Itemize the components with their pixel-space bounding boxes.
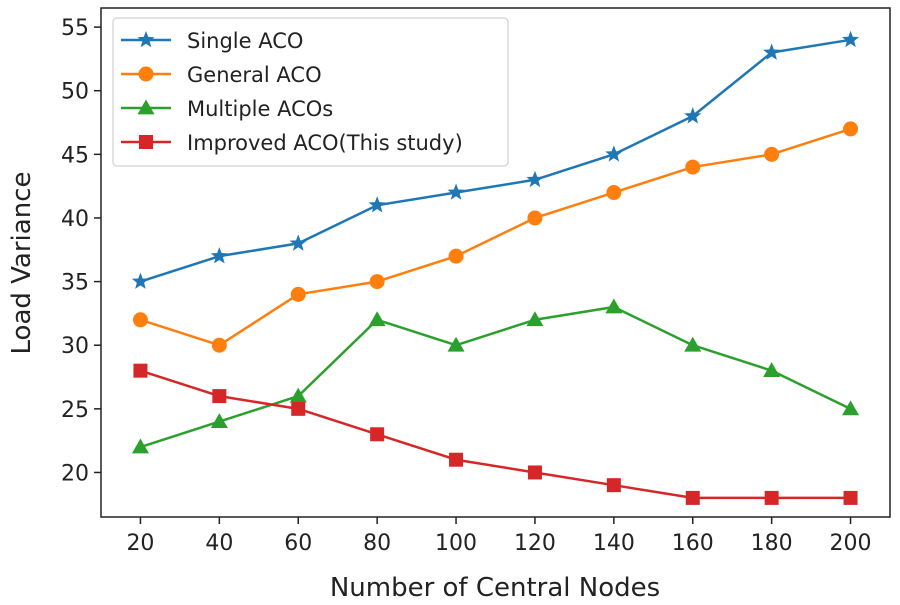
legend: Single ACO General ACO Multiple ACOs Improv… <box>112 17 509 167</box>
x-tick-label: 100 <box>435 531 477 556</box>
data-point <box>527 210 543 226</box>
legend-item: Improved ACO(This study) <box>121 131 463 155</box>
y-tick-label: 50 <box>61 80 89 105</box>
y-tick-label: 35 <box>61 271 89 296</box>
data-point <box>210 413 228 428</box>
series-line <box>140 127 851 347</box>
y-tick-label: 30 <box>61 334 89 359</box>
data-point <box>131 272 150 289</box>
x-axis-title: Number of Central Nodes <box>330 573 660 603</box>
y-tick-label: 20 <box>61 461 89 486</box>
data-point <box>842 400 860 416</box>
y-axis: 20 25 30 35 40 45 50 55 <box>61 16 101 486</box>
legend-item: Multiple ACOs <box>121 97 333 121</box>
legend-marker <box>138 66 154 82</box>
data-point <box>685 159 701 175</box>
data-point <box>526 170 544 188</box>
data-point <box>606 478 621 493</box>
data-point <box>763 362 781 378</box>
data-point <box>211 337 227 353</box>
legend-label: Multiple ACOs <box>187 97 333 121</box>
x-tick-label: 200 <box>830 531 872 556</box>
data-point <box>370 427 385 442</box>
data-point <box>447 183 465 200</box>
data-point <box>290 286 306 302</box>
data-point <box>289 387 307 403</box>
data-point <box>368 311 386 327</box>
data-point <box>764 146 780 162</box>
data-point <box>449 452 464 467</box>
data-point <box>605 298 623 314</box>
x-axis: 20 40 60 80 100 120 140 160 180 200 <box>126 517 872 556</box>
data-point <box>132 312 148 328</box>
legend-label: Improved ACO(This study) <box>187 131 463 155</box>
x-tick-label: 40 <box>205 531 233 556</box>
x-tick-label: 140 <box>593 531 635 556</box>
y-axis-title: Load Variance <box>7 172 37 355</box>
data-point <box>605 145 623 162</box>
y-tick-label: 40 <box>61 207 89 232</box>
data-point <box>368 196 386 213</box>
x-tick-label: 60 <box>284 531 312 556</box>
data-point <box>763 43 781 60</box>
legend-marker <box>137 31 155 48</box>
series-layer <box>131 30 860 505</box>
series-general-aco <box>132 121 859 353</box>
data-point <box>606 185 622 201</box>
y-tick-label: 45 <box>61 143 89 168</box>
x-tick-label: 20 <box>126 531 154 556</box>
legend-marker <box>139 135 153 149</box>
data-point <box>210 247 228 264</box>
legend-item: Single ACO <box>121 29 303 53</box>
x-tick-label: 80 <box>363 531 391 556</box>
series-improved-aco-this-study <box>133 363 858 505</box>
data-point <box>212 389 227 404</box>
legend-label: Single ACO <box>187 29 303 53</box>
x-tick-label: 160 <box>672 531 714 556</box>
legend-marker <box>137 99 155 115</box>
legend-item: General ACO <box>121 63 322 87</box>
data-point <box>291 401 306 416</box>
y-tick-label: 25 <box>61 398 89 423</box>
series-line <box>140 369 851 500</box>
legend-label: General ACO <box>187 63 322 87</box>
data-point <box>448 248 464 264</box>
data-point <box>764 490 779 505</box>
legend-box <box>112 17 509 167</box>
data-point <box>131 438 149 454</box>
data-point <box>684 336 702 352</box>
series-line <box>140 305 852 449</box>
series-multiple-acos <box>131 298 860 454</box>
x-tick-label: 180 <box>751 531 793 556</box>
data-point <box>843 121 859 137</box>
series-single-aco <box>131 30 860 289</box>
data-point <box>527 465 542 480</box>
data-point <box>526 311 544 327</box>
series-line <box>140 38 851 283</box>
data-point <box>133 363 148 378</box>
data-point <box>369 274 385 290</box>
data-point <box>843 490 858 505</box>
x-tick-label: 120 <box>514 531 556 556</box>
data-point <box>685 490 700 505</box>
y-tick-label: 55 <box>61 16 89 41</box>
data-point <box>447 336 465 352</box>
data-point <box>289 234 307 251</box>
data-point <box>841 30 860 48</box>
data-point <box>684 107 702 124</box>
